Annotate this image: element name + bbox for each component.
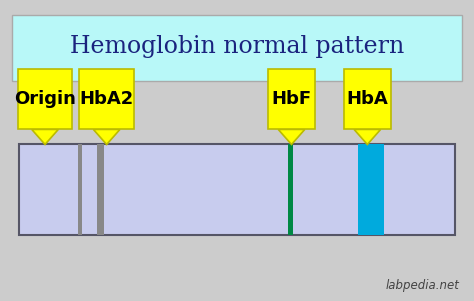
Polygon shape (278, 129, 305, 144)
Bar (19, 144, 455, 235)
Bar (268, 69, 315, 129)
Bar (18, 69, 72, 129)
Text: labpedia.net: labpedia.net (386, 279, 460, 292)
Text: HbF: HbF (272, 90, 311, 108)
Polygon shape (32, 129, 58, 144)
Polygon shape (93, 129, 120, 144)
Bar (358, 144, 384, 235)
Bar (288, 144, 293, 235)
Bar (344, 69, 391, 129)
Text: HbA: HbA (346, 90, 388, 108)
Polygon shape (354, 129, 381, 144)
Bar (80, 69, 134, 129)
Bar (78, 144, 82, 235)
Text: Hemoglobin normal pattern: Hemoglobin normal pattern (70, 35, 404, 58)
Bar (12, 15, 462, 81)
Text: HbA2: HbA2 (80, 90, 134, 108)
Text: Origin: Origin (14, 90, 76, 108)
Bar (97, 144, 104, 235)
